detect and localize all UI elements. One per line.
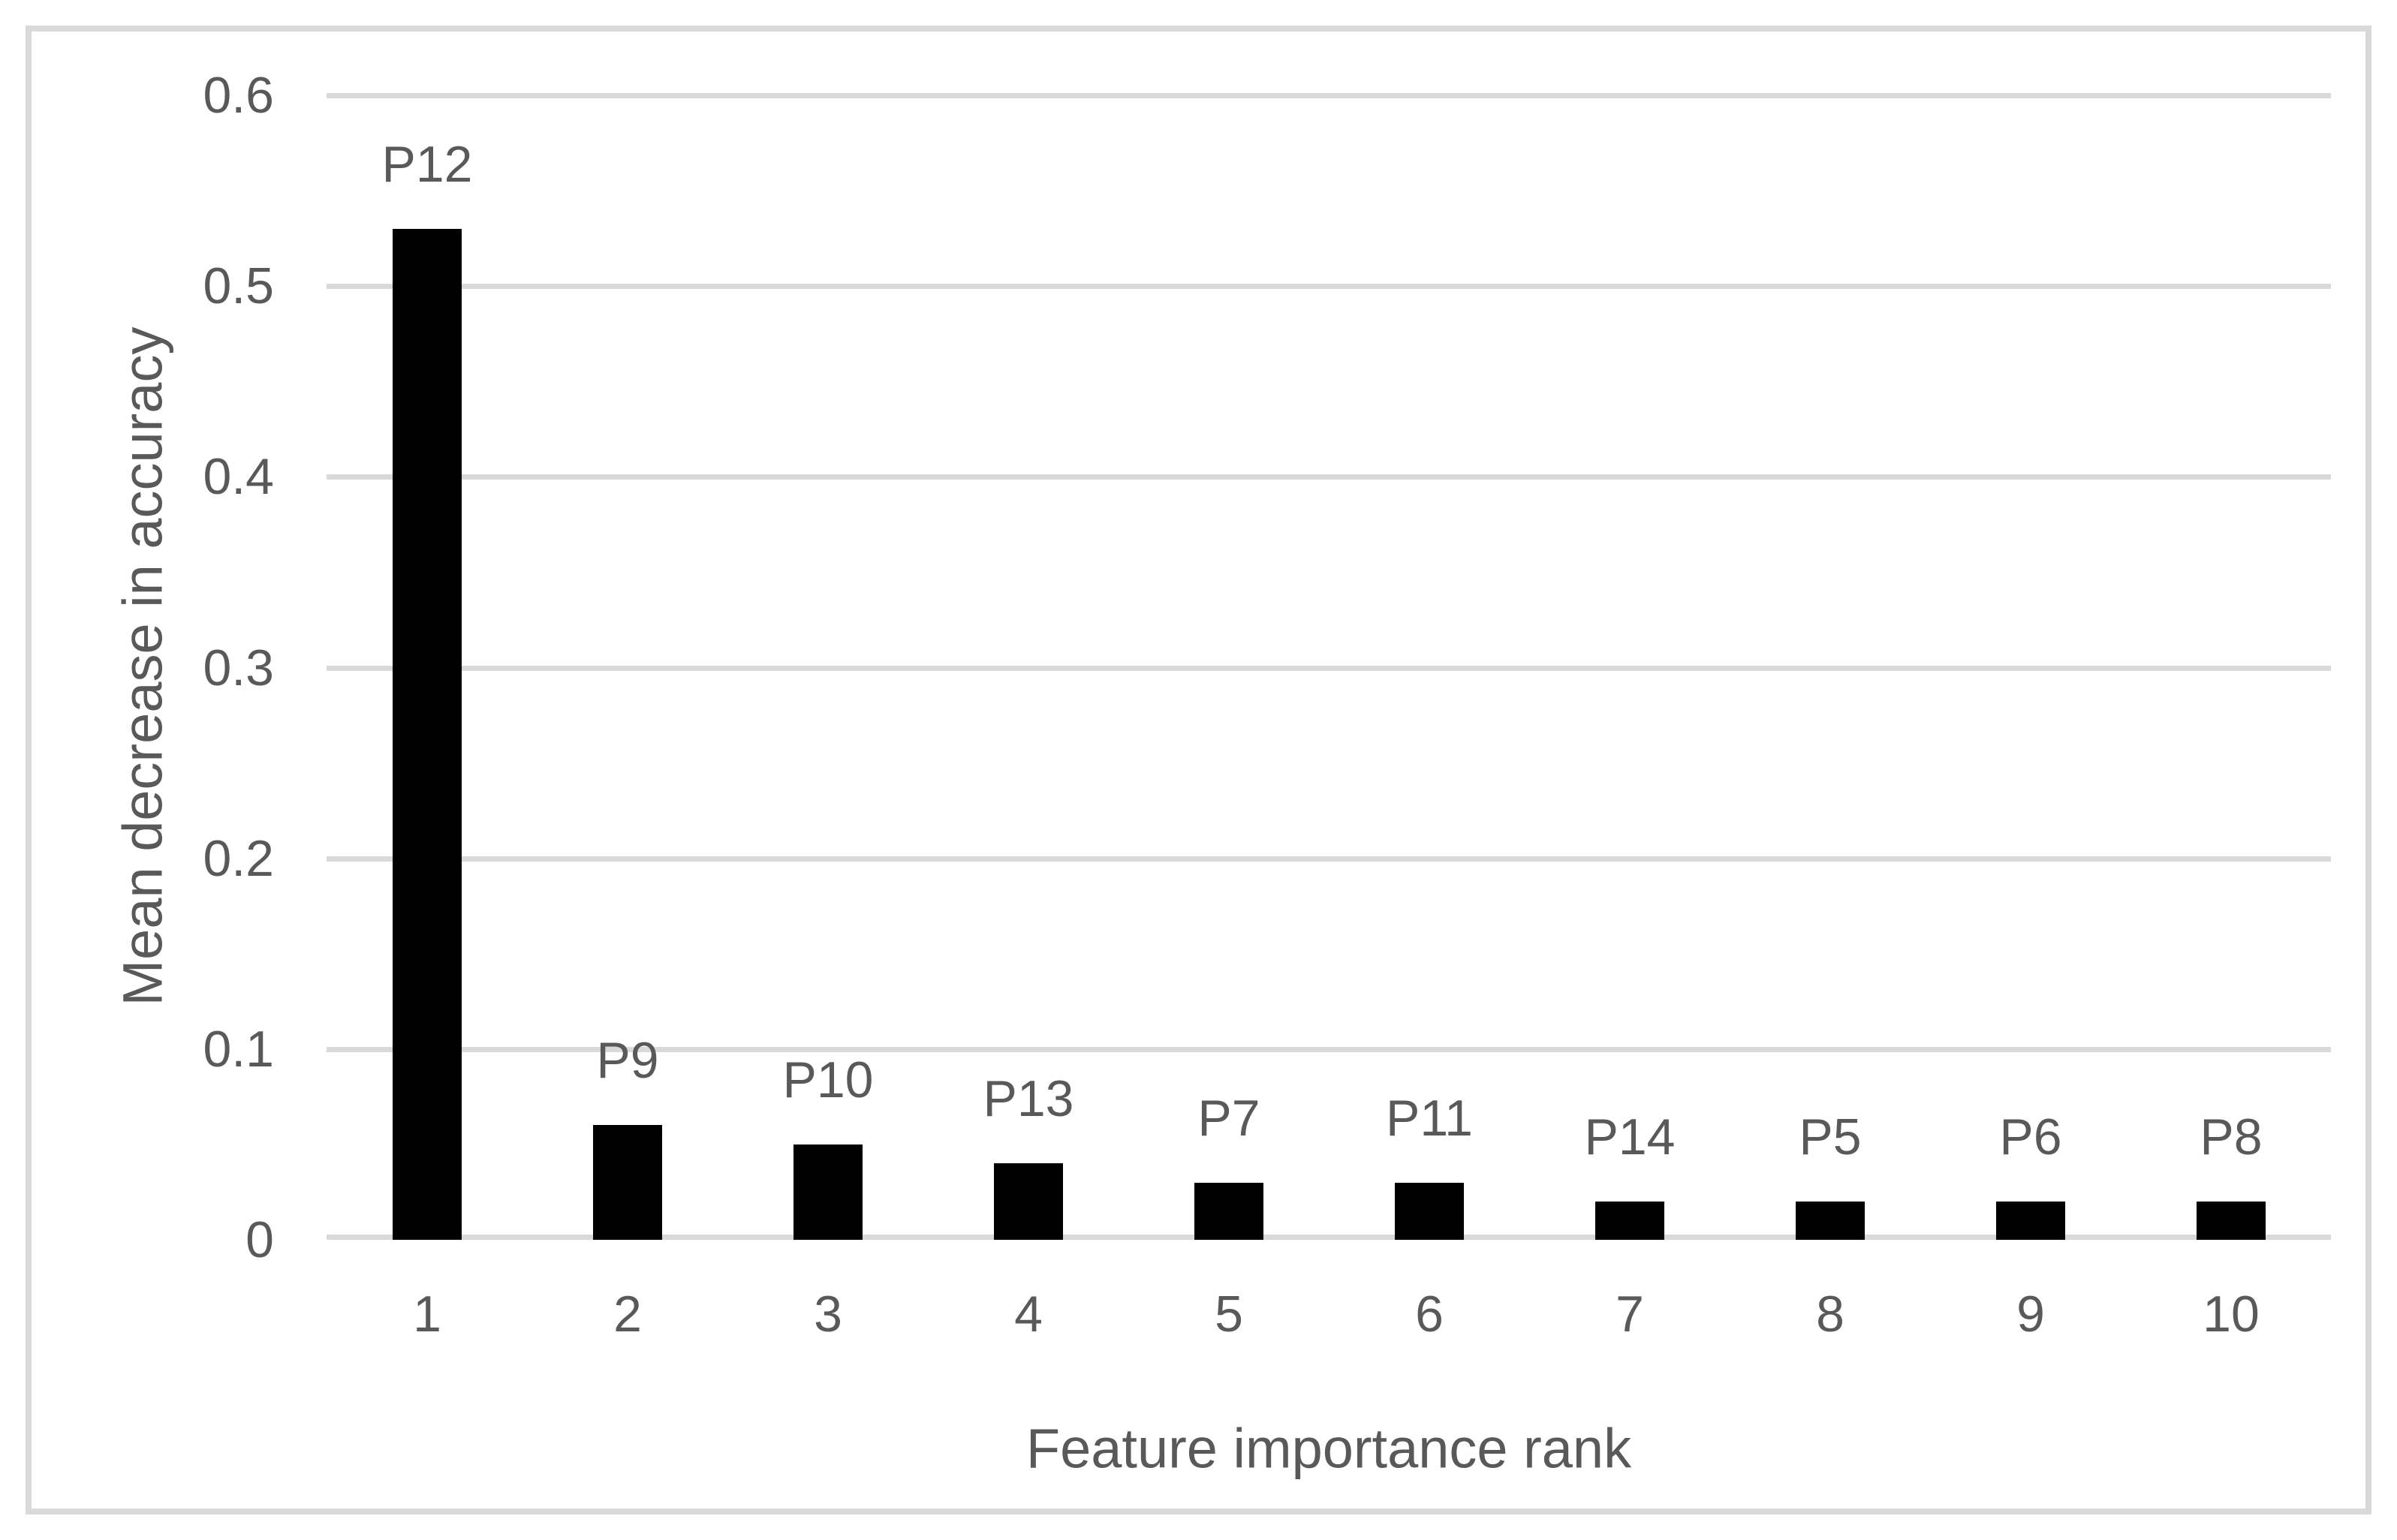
bar-label-P10: P10 [782,1051,874,1108]
bar-P7 [1194,1183,1263,1240]
bar-label-P12: P12 [381,136,473,193]
y-tick-label-0.5: 0.5 [203,257,274,314]
y-tick-label-0.2: 0.2 [203,830,274,887]
gridline-y-0.1 [327,1047,2331,1052]
y-tick-label-0.1: 0.1 [203,1021,274,1078]
x-tick-label-10: 10 [2203,1286,2260,1343]
x-tick-label-3: 3 [814,1286,842,1343]
y-tick-label-0.6: 0.6 [203,67,274,124]
gridline-y-0.4 [327,474,2331,480]
bar-label-P11: P11 [1386,1090,1473,1147]
figure-frame: 0.6 0.5 0.4 0.3 0.2 0.1 0 1 2 3 4 5 6 7 8 9 10 P12 P9 P10… [26,26,2371,1514]
gridline-y-0.6 [327,93,2331,98]
gridline-y-0.3 [327,666,2331,671]
bar-P6 [1996,1202,2065,1240]
bar-label-P13: P13 [983,1070,1074,1127]
bar-P14 [1595,1202,1664,1240]
y-tick-label-0: 0 [245,1211,274,1268]
bar-label-P5: P5 [1799,1108,1862,1166]
bar-P10 [793,1144,863,1240]
bar-P13 [994,1163,1063,1240]
x-tick-label-9: 9 [2016,1286,2045,1343]
bar-P8 [2197,1202,2266,1240]
gridline-y-0 [327,1235,2331,1240]
x-tick-label-5: 5 [1215,1286,1243,1343]
bar-label-P9: P9 [596,1032,659,1089]
gridline-y-0.2 [327,856,2331,862]
bar-P5 [1796,1202,1865,1240]
y-tick-label-0.4: 0.4 [203,448,274,505]
y-tick-label-0.3: 0.3 [203,639,274,696]
bar-P12 [393,229,462,1240]
bar-label-P7: P7 [1197,1090,1260,1147]
bar-P9 [593,1125,662,1240]
bar-label-P14: P14 [1584,1108,1676,1166]
plot-area [327,93,2331,1240]
bar-label-P6: P6 [1999,1108,2062,1166]
y-axis-title: Mean decrease in accuracy [111,326,174,1006]
x-tick-label-7: 7 [1616,1286,1644,1343]
x-tick-label-2: 2 [613,1286,642,1343]
x-tick-label-6: 6 [1415,1286,1444,1343]
bar-P11 [1395,1183,1464,1240]
x-tick-label-1: 1 [413,1286,441,1343]
x-tick-label-8: 8 [1816,1286,1844,1343]
x-tick-label-4: 4 [1014,1286,1043,1343]
gridline-y-0.5 [327,284,2331,289]
bar-label-P8: P8 [2200,1108,2263,1166]
x-axis-title: Feature importance rank [1025,1417,1632,1480]
